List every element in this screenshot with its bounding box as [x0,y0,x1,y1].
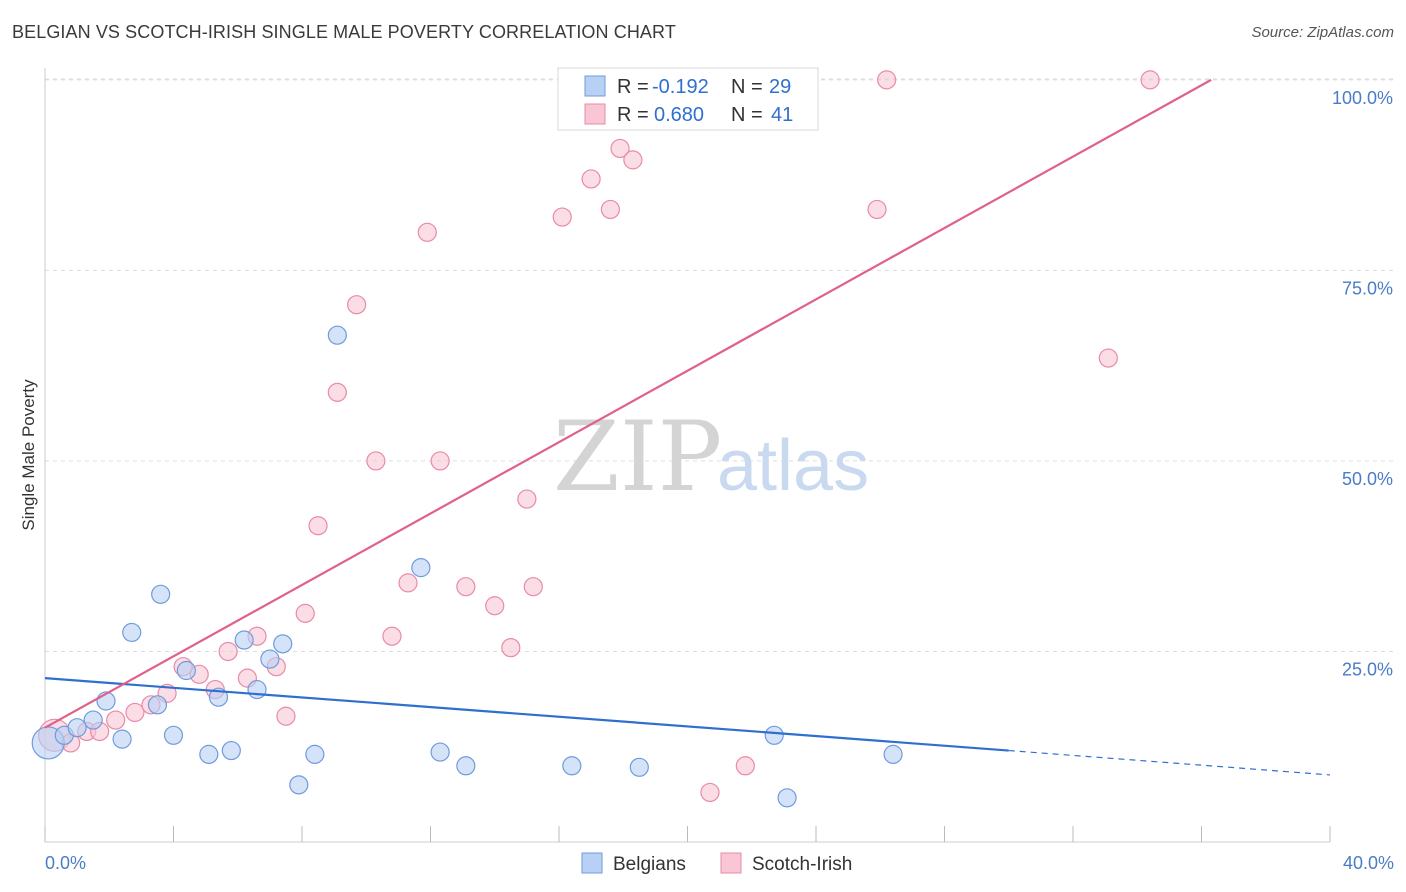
legend-r-label-scotch-irish: R = [617,104,649,126]
legend-top: R = -0.192 N = 29 R = 0.680 N = 41 [557,67,819,131]
belgian-point [305,744,325,764]
legend-r-label-belgians: R = [617,76,649,98]
scotch-irish-point [877,70,897,90]
belgian-point [199,744,219,764]
scotch-irish-point [382,626,402,646]
belgian-point [260,649,280,669]
belgian-point [151,584,171,604]
scotch-irish-trend-line [44,78,1212,729]
bottom-legend-swatch-belgians [581,852,603,874]
scotch-irish-point [218,641,238,662]
belgian-point [411,558,431,578]
bottom-legend-label-scotch-irish: Scotch-Irish [752,854,852,875]
scotch-irish-point [456,577,476,597]
belgian-point [764,725,784,745]
belgian-point [83,710,103,730]
belgian-point [289,775,309,795]
belgian-point [629,757,649,777]
x-tick-label-min: 0.0% [45,853,86,873]
scotch-irish-point [485,596,505,616]
belgian-point [883,744,903,764]
y-tick-label-25: 25.0% [1342,659,1393,679]
chart-title: BELGIAN VS SCOTCH-IRISH SINGLE MALE POVE… [12,22,676,42]
y-tick-label-75: 75.0% [1342,278,1393,298]
scotch-irish-point [552,207,572,227]
belgian-point [273,634,293,654]
belgian-point [327,325,347,345]
scotch-irish-point [700,782,720,803]
scotch-irish-point [398,573,418,593]
belgian-point [176,660,196,681]
watermark-atlas: atlas [717,426,869,506]
belgian-points [31,325,903,808]
belgian-point [147,695,168,715]
scotch-irish-point [276,706,296,726]
legend-n-label-belgians: N = [731,76,763,98]
grid-lines [45,78,1395,652]
scotch-irish-point [501,638,521,658]
scotch-irish-point [623,150,643,170]
belgian-point [777,788,797,808]
scotch-irish-point [106,710,126,730]
y-tick-label-50: 50.0% [1342,469,1393,489]
x-tick-labels: 0.0% 40.0% [45,853,1394,873]
legend-n-value-belgians: 29 [769,76,791,98]
belgian-trend-line-extension [1008,749,1331,776]
watermark-zip: ZIP [553,401,722,513]
x-tick-label-max: 40.0% [1343,853,1394,873]
scotch-irish-point [1140,70,1160,90]
belgian-point [122,622,142,643]
y-tick-label-100: 100.0% [1332,88,1393,108]
belgian-point [67,718,87,738]
scotch-irish-point [366,451,386,471]
legend-r-value-scotch-irish: 0.680 [654,104,704,126]
belgian-point [221,740,241,761]
belgian-point [234,630,254,650]
scotch-irish-point [347,295,367,315]
belgian-point [163,725,184,745]
bottom-legend-label-belgians: Belgians [613,854,686,875]
belgian-point [247,679,267,700]
bottom-legend-swatch-scotch-irish [720,852,742,874]
scotch-irish-point [581,169,601,189]
belgian-point [430,742,450,762]
watermark: ZIP atlas [553,401,869,513]
x-ticks [44,826,1331,842]
scotch-irish-point [327,382,347,402]
scotch-irish-point [735,756,755,776]
legend-n-label-scotch-irish: N = [731,104,763,126]
scotch-irish-point [600,199,621,220]
scotch-irish-point [867,199,887,220]
belgian-point [112,729,132,749]
scotch-irish-point [1098,348,1118,368]
scotch-irish-point [308,516,328,536]
legend-swatch-scotch-irish [584,103,606,125]
source-credit: Source: ZipAtlas.com [1251,24,1394,41]
scotch-irish-point [430,451,450,471]
belgian-point [208,687,229,707]
legend-r-value-belgians: -0.192 [652,76,709,98]
scotch-irish-point [125,702,145,723]
scotch-irish-point [295,603,315,623]
scotch-irish-point [610,138,630,159]
scotch-irish-point [523,577,543,597]
scotch-irish-point [517,489,537,509]
y-tick-labels: 25.0% 50.0% 75.0% 100.0% [1332,88,1393,680]
scotch-irish-point [417,222,437,242]
belgian-point [456,756,476,776]
legend-swatch-belgians [584,75,606,97]
belgian-point [562,756,582,776]
trend-lines [44,78,1331,776]
belgian-trend-line [44,677,1009,752]
legend-n-value-scotch-irish: 41 [771,104,793,126]
scotch-irish-points [38,70,1160,803]
y-axis-label: Single Male Poverty [19,379,38,531]
legend-bottom: Belgians Scotch-Irish [581,852,852,875]
